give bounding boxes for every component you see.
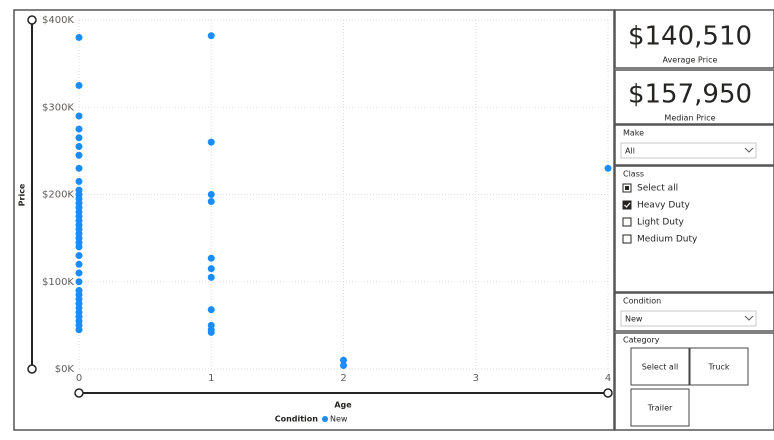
checkbox[interactable]: [622, 217, 632, 227]
data-point: [75, 112, 83, 120]
data-point: [207, 306, 215, 314]
checkmark: [624, 202, 631, 208]
checkbox-label: Medium Duty: [637, 235, 698, 245]
slider-handle[interactable]: [603, 388, 613, 398]
slicer-frame: [614, 332, 774, 431]
checkbox-label: Heavy Duty: [637, 201, 690, 211]
card-label: Median Price: [664, 114, 715, 123]
checkbox-partial: [625, 186, 629, 190]
data-point: [207, 138, 215, 146]
y-tick-label: $300K: [42, 102, 74, 113]
button-label: Trailer: [647, 404, 673, 413]
data-point: [207, 197, 215, 205]
x-axis-title: Age: [334, 401, 352, 410]
button-label: Select all: [642, 363, 679, 372]
slicer-frame: [614, 124, 774, 166]
card-value: $157,950: [628, 80, 752, 110]
data-point: [75, 269, 83, 277]
data-point: [75, 278, 83, 286]
x-tick-label: 1: [208, 373, 214, 384]
slider-handle[interactable]: [27, 15, 37, 25]
dropdown[interactable]: [620, 142, 757, 159]
data-point: [207, 191, 215, 198]
data-point: [75, 164, 83, 172]
y-tick-label: $400K: [42, 15, 74, 26]
y-tick-label: $100K: [42, 277, 74, 288]
legend-title: Condition: [275, 415, 319, 424]
data-point: [75, 125, 83, 133]
x-tick-label: 4: [605, 373, 611, 384]
slicer-title: Condition: [623, 297, 661, 306]
data-point: [75, 151, 83, 159]
data-point: [207, 254, 215, 262]
data-point: [75, 177, 83, 185]
data-point: [340, 362, 347, 370]
slicer-frame: [614, 165, 774, 293]
data-point: [75, 260, 83, 268]
data-point: [75, 33, 83, 41]
data-point: [207, 273, 215, 281]
slicer-frame: [614, 292, 774, 332]
y-axis-title: Price: [18, 183, 27, 206]
checkbox[interactable]: [622, 200, 632, 210]
slicer-title: Make: [623, 129, 644, 138]
slicer-title: Category: [623, 336, 660, 345]
data-point: [604, 164, 612, 172]
chevron: [744, 147, 754, 153]
button-label: Truck: [707, 363, 729, 372]
chart-frame: [13, 9, 615, 431]
data-point: [75, 143, 83, 151]
data-point: [340, 356, 347, 364]
chevron: [744, 315, 754, 321]
slider-handle[interactable]: [74, 388, 84, 398]
checkbox[interactable]: [622, 234, 632, 244]
data-point: [207, 265, 215, 273]
card-label: Average Price: [663, 56, 718, 65]
slicer-button[interactable]: [630, 347, 690, 386]
x-tick-label: 0: [76, 373, 82, 384]
data-point: [75, 81, 83, 89]
y-tick-label: $200K: [42, 190, 74, 201]
card-frame: [614, 9, 774, 69]
data-point: [75, 134, 83, 142]
data-point: [75, 252, 83, 260]
slicer-title: Class: [623, 170, 644, 179]
data-point: [207, 32, 215, 40]
data-point: [207, 328, 215, 336]
y-tick-label: $0K: [55, 364, 75, 375]
dropdown-value: All: [625, 147, 635, 156]
checkbox-label: Select all: [637, 184, 678, 194]
legend-marker: [322, 416, 328, 422]
x-tick-label: 2: [340, 373, 346, 384]
checkbox-label: Light Duty: [637, 218, 684, 228]
slicer-button[interactable]: [689, 347, 749, 386]
card-frame: [614, 69, 774, 125]
dropdown[interactable]: [620, 310, 757, 327]
legend-label: New: [330, 415, 348, 424]
slider-handle[interactable]: [27, 364, 37, 374]
x-tick-label: 3: [473, 373, 479, 384]
card-value: $140,510: [628, 22, 752, 52]
dropdown-value: New: [625, 315, 643, 324]
data-point: [75, 326, 83, 334]
slicer-button[interactable]: [630, 388, 690, 427]
data-point: [75, 243, 83, 251]
